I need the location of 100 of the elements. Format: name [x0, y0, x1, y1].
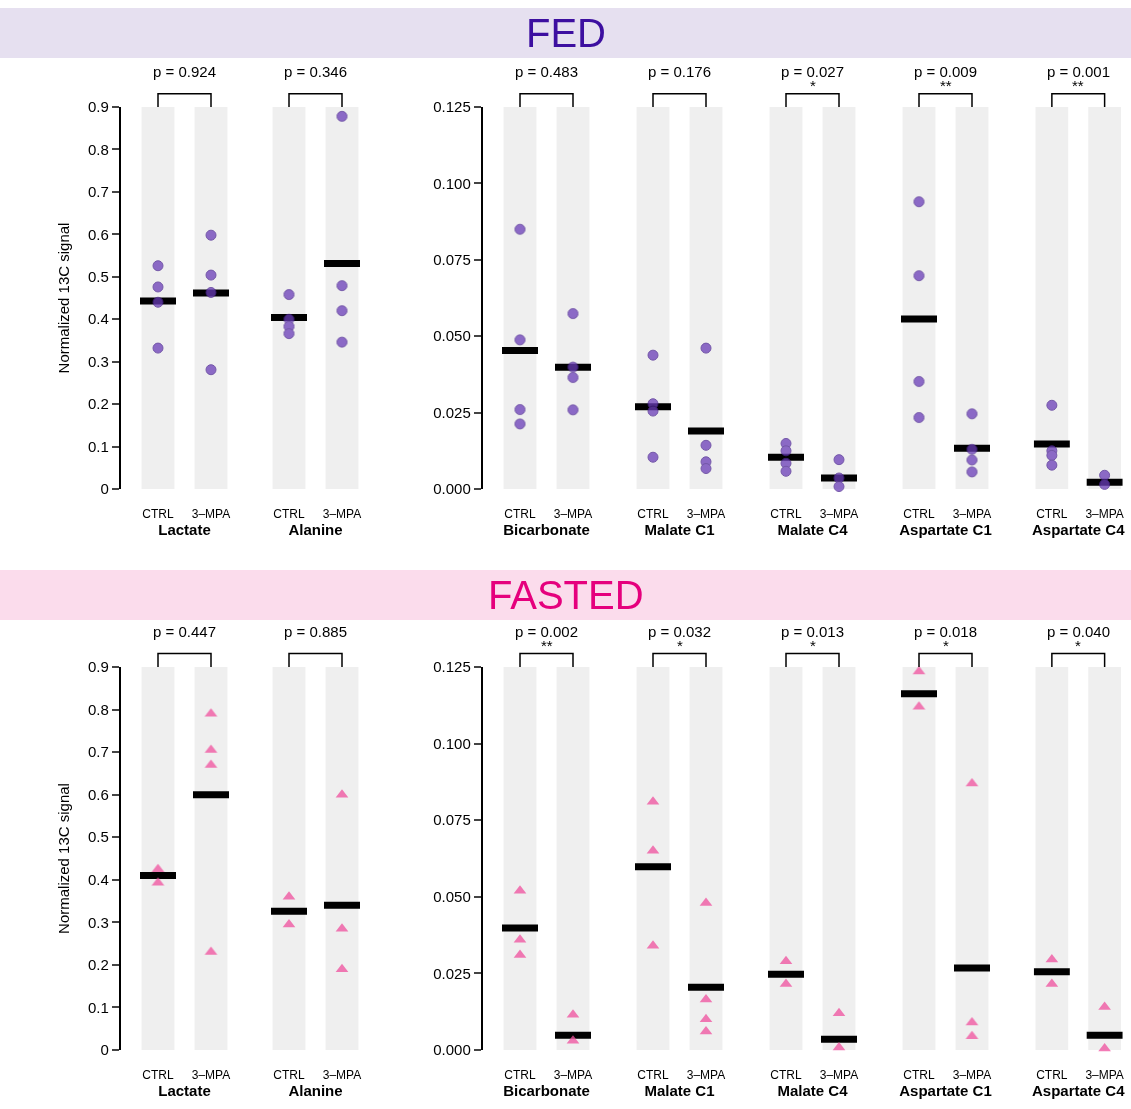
- x-axis-title: Aspartate C4: [1031, 521, 1126, 538]
- y-tick-label: 0.1: [87, 437, 109, 455]
- x-axis-title: Alanine: [288, 1082, 343, 1099]
- text: p = 0.032: [648, 623, 711, 640]
- x-tick-label: CTRL: [1036, 507, 1068, 521]
- x-tick-label: CTRL: [142, 1068, 174, 1082]
- y-tick-label: 0.5: [87, 828, 109, 846]
- text: *: [810, 77, 816, 94]
- text: *: [810, 637, 816, 654]
- x-tick-label: CTRL: [504, 507, 536, 521]
- x-tick-label: CTRL: [273, 507, 305, 521]
- x-tick-label: CTRL: [770, 507, 802, 521]
- x-axis-title: Malate C4: [777, 521, 849, 538]
- text: p = 0.885: [284, 623, 347, 640]
- x-tick-label: CTRL: [273, 1068, 305, 1082]
- x-tick-label: 3–MPA: [322, 1068, 362, 1082]
- x-axis-title: Aspartate C1: [899, 1082, 992, 1099]
- text: *: [1075, 637, 1081, 654]
- text: p = 0.483: [515, 63, 578, 80]
- x-tick-label: 3–MPA: [952, 1068, 992, 1082]
- text: p = 0.027: [781, 63, 844, 80]
- y-tick-label: 0.050: [433, 888, 471, 906]
- y-tick-label: 0.025: [433, 403, 471, 421]
- x-axis-title: Malate C4: [777, 1082, 849, 1099]
- text: *: [943, 637, 949, 654]
- y-tick-label: 0.000: [433, 1041, 471, 1059]
- y-tick-label: 0: [100, 480, 109, 498]
- y-tick-label: 0.6: [87, 225, 109, 243]
- text: p = 0.176: [648, 63, 711, 80]
- x-tick-label: CTRL: [142, 507, 174, 521]
- x-axis-title: Lactate: [158, 1082, 211, 1099]
- y-tick-label: 0.2: [87, 395, 109, 413]
- y-axis-title: Normalized 13C signal: [54, 222, 72, 374]
- text: p = 0.001: [1047, 63, 1110, 80]
- x-tick-label: 3–MPA: [952, 507, 992, 521]
- y-tick-label: 0.9: [87, 658, 109, 676]
- x-axis-title: Malate C1: [644, 1082, 715, 1099]
- y-tick-label: 0.050: [433, 327, 471, 345]
- y-tick-label: 0.4: [87, 310, 109, 328]
- x-axis-title: Bicarbonate: [503, 521, 590, 538]
- y-tick-label: 0.8: [87, 700, 109, 718]
- y-tick-label: 0.075: [433, 811, 471, 829]
- text: p = 0.009: [914, 63, 977, 80]
- y-tick-label: 0.3: [87, 352, 109, 370]
- text: p = 0.924: [153, 63, 216, 80]
- y-tick-label: 0.8: [87, 140, 109, 158]
- x-tick-label: 3–MPA: [191, 507, 231, 521]
- x-tick-label: 3–MPA: [1085, 1068, 1124, 1082]
- y-tick-label: 0.075: [433, 251, 471, 269]
- x-axis-title: Aspartate C1: [899, 521, 992, 538]
- y-tick-label: 0: [100, 1041, 109, 1059]
- text: p = 0.013: [781, 623, 844, 640]
- x-tick-label: 3–MPA: [191, 1068, 231, 1082]
- y-tick-label: 0.7: [87, 743, 109, 761]
- y-tick-label: 0.3: [87, 913, 109, 931]
- y-axis-title: Normalized 13C signal: [54, 783, 72, 934]
- x-tick-label: 3–MPA: [1085, 507, 1124, 521]
- y-tick-label: 0.7: [87, 183, 109, 201]
- y-tick-label: 0.5: [87, 268, 109, 286]
- x-tick-label: 3–MPA: [819, 507, 859, 521]
- x-tick-label: CTRL: [903, 507, 935, 521]
- x-tick-label: CTRL: [637, 1068, 669, 1082]
- text: p = 0.346: [284, 63, 347, 80]
- y-tick-label: 0.100: [433, 734, 471, 752]
- y-tick-label: 0.100: [433, 174, 471, 192]
- text: FASTED: [488, 573, 644, 617]
- x-tick-label: CTRL: [504, 1068, 536, 1082]
- x-axis-title: Aspartate C4: [1031, 1082, 1126, 1099]
- y-tick-label: 0.125: [433, 658, 471, 676]
- y-tick-label: 0.2: [87, 956, 109, 974]
- x-tick-label: 3–MPA: [322, 507, 362, 521]
- text: *: [677, 637, 683, 654]
- x-axis-title: Bicarbonate: [503, 1082, 590, 1099]
- text: p = 0.447: [153, 623, 216, 640]
- x-tick-label: CTRL: [637, 507, 669, 521]
- x-tick-label: 3–MPA: [553, 507, 593, 521]
- x-axis-title: Alanine: [288, 521, 343, 538]
- x-tick-label: CTRL: [1036, 1068, 1068, 1082]
- x-tick-label: 3–MPA: [819, 1068, 859, 1082]
- text: **: [940, 77, 952, 94]
- x-tick-label: CTRL: [770, 1068, 802, 1082]
- text: p = 0.018: [914, 623, 977, 640]
- y-tick-label: 0.4: [87, 871, 109, 889]
- y-tick-label: 0.025: [433, 964, 471, 982]
- y-tick-label: 0.6: [87, 785, 109, 803]
- text: **: [1072, 77, 1084, 94]
- text: p = 0.002: [515, 623, 578, 640]
- x-tick-label: 3–MPA: [686, 507, 726, 521]
- text: **: [541, 637, 553, 654]
- y-tick-label: 0.1: [87, 998, 109, 1016]
- text: FED: [526, 11, 606, 55]
- y-tick-label: 0.000: [433, 480, 471, 498]
- x-tick-label: 3–MPA: [686, 1068, 726, 1082]
- y-tick-label: 0.9: [87, 98, 109, 116]
- text: p = 0.040: [1047, 623, 1110, 640]
- x-tick-label: 3–MPA: [553, 1068, 593, 1082]
- x-tick-label: CTRL: [903, 1068, 935, 1082]
- x-axis-title: Lactate: [158, 521, 211, 538]
- y-tick-label: 0.125: [433, 98, 471, 116]
- x-axis-title: Malate C1: [644, 521, 715, 538]
